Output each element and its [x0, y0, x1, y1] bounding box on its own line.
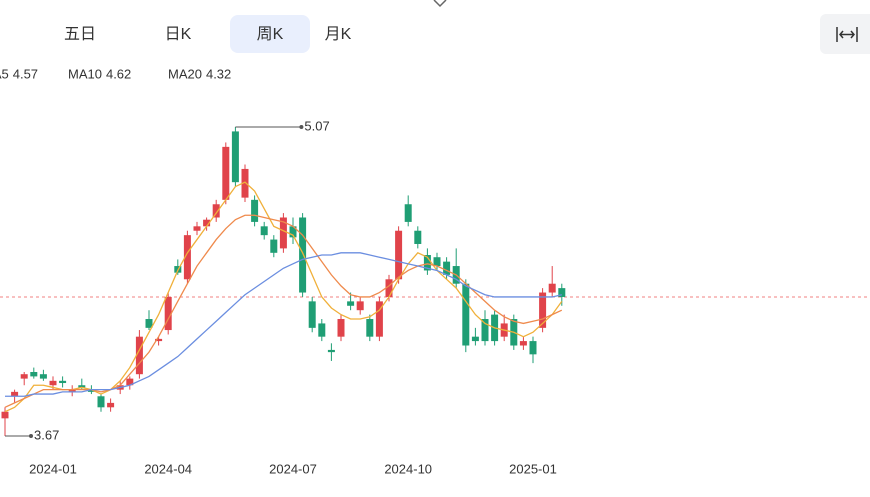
- tab[interactable]: 周K: [257, 26, 284, 43]
- candle-body: [1, 411, 9, 419]
- extreme-dot: [29, 434, 33, 438]
- candle-body: [11, 391, 19, 397]
- candle-body: [87, 389, 95, 392]
- x-tick-label: 2024-01: [29, 461, 77, 476]
- candle-body: [548, 283, 556, 293]
- legend-name: MA5: [0, 66, 9, 81]
- candle-body: [375, 301, 383, 337]
- ma-line: [4, 181, 563, 413]
- candle-body: [356, 301, 364, 311]
- candle-body: [279, 217, 287, 249]
- candle-body: [20, 374, 28, 379]
- legend-value: 4.32: [206, 66, 231, 81]
- candle-body: [203, 219, 211, 227]
- candle-body: [471, 336, 479, 342]
- x-tick-label: 2025-01: [509, 461, 557, 476]
- tab[interactable]: 五日: [64, 26, 96, 43]
- candle-body: [414, 230, 422, 244]
- candle-body: [318, 323, 326, 337]
- legend-value: 4.62: [106, 66, 131, 81]
- candle-body: [222, 146, 230, 200]
- tab-selected-bg: [230, 15, 310, 53]
- candle-body: [231, 131, 239, 183]
- candle-body: [39, 374, 47, 379]
- candle-body: [59, 380, 67, 384]
- legend-name: MA10: [68, 66, 102, 81]
- collapse-chevron[interactable]: [433, 0, 447, 8]
- ma-line: [5, 252, 562, 397]
- candle-body: [347, 301, 355, 306]
- candle-body: [462, 283, 470, 346]
- candle-body: [433, 257, 441, 267]
- candle-body: [337, 319, 345, 337]
- candle-body: [481, 319, 489, 342]
- fit-button[interactable]: [820, 14, 870, 54]
- candle-body: [78, 385, 86, 388]
- candle-body: [212, 204, 220, 218]
- x-tick-label: 2024-07: [269, 461, 317, 476]
- candle-body: [270, 239, 278, 253]
- candle-body: [423, 255, 431, 271]
- candle-body: [97, 396, 105, 408]
- candle-body: [68, 389, 76, 392]
- tab[interactable]: 月K: [325, 26, 352, 43]
- candle-body: [539, 292, 547, 328]
- candle-body: [385, 279, 393, 297]
- extreme-label: 3.67: [34, 427, 59, 442]
- candle-body: [327, 349, 335, 353]
- candle-body: [241, 168, 249, 198]
- extreme-label: 5.07: [304, 118, 329, 133]
- candle-body: [289, 226, 297, 238]
- candle-body: [443, 261, 451, 275]
- candle-body: [155, 338, 163, 342]
- candle-body: [30, 371, 38, 377]
- candle-body: [529, 341, 537, 355]
- candle-body: [145, 319, 153, 328]
- extreme-dot: [299, 125, 304, 129]
- candle-body: [299, 217, 307, 293]
- ma-line: [4, 214, 563, 408]
- legend-name: MA20: [168, 66, 202, 81]
- candle-body: [308, 301, 316, 328]
- candle-body: [135, 336, 143, 375]
- candle-body: [107, 402, 115, 408]
- legend-value: 4.57: [13, 66, 38, 81]
- candle-body: [395, 230, 403, 280]
- candle-body: [49, 380, 57, 386]
- x-tick-label: 2024-10: [384, 461, 432, 476]
- candle-body: [164, 296, 172, 331]
- candle-body: [404, 204, 412, 222]
- candle-body: [558, 288, 566, 297]
- candle-body: [366, 319, 374, 337]
- candle-body: [183, 235, 191, 280]
- tab[interactable]: 日K: [165, 26, 192, 43]
- candle-body: [519, 341, 527, 346]
- x-tick-label: 2024-04: [144, 461, 192, 476]
- candle-body: [260, 226, 268, 236]
- candle-body: [251, 199, 259, 222]
- candle-body: [126, 378, 134, 386]
- candle-body: [193, 226, 201, 231]
